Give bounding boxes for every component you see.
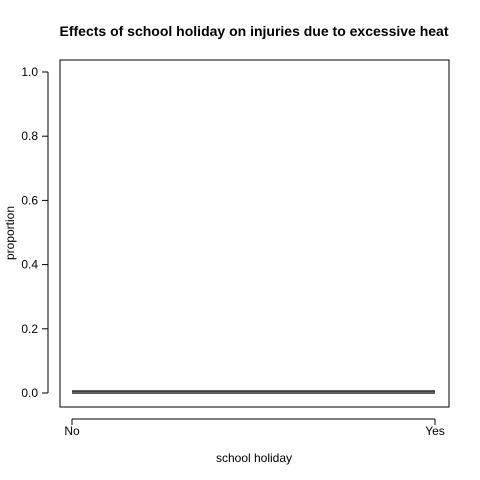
y-tick-label: 0.6 xyxy=(21,193,38,207)
x-tick-label: No xyxy=(64,424,80,438)
y-tick-label: 0.0 xyxy=(21,386,38,400)
chart-title: Effects of school holiday on injuries du… xyxy=(60,23,449,39)
x-axis-label: school holiday xyxy=(216,451,292,465)
y-tick-label: 0.2 xyxy=(21,322,38,336)
y-axis-label: proportion xyxy=(3,206,17,260)
series-layer xyxy=(72,390,435,394)
x-tick-label: Yes xyxy=(425,424,445,438)
plot-area xyxy=(59,59,450,408)
x-axis: No Yes xyxy=(64,418,445,438)
y-tick-label: 0.8 xyxy=(21,129,38,143)
y-axis: 0.0 0.2 0.4 0.6 0.8 1.0 xyxy=(21,65,49,400)
y-tick-label: 1.0 xyxy=(21,65,38,79)
y-tick-label: 0.4 xyxy=(21,258,38,272)
